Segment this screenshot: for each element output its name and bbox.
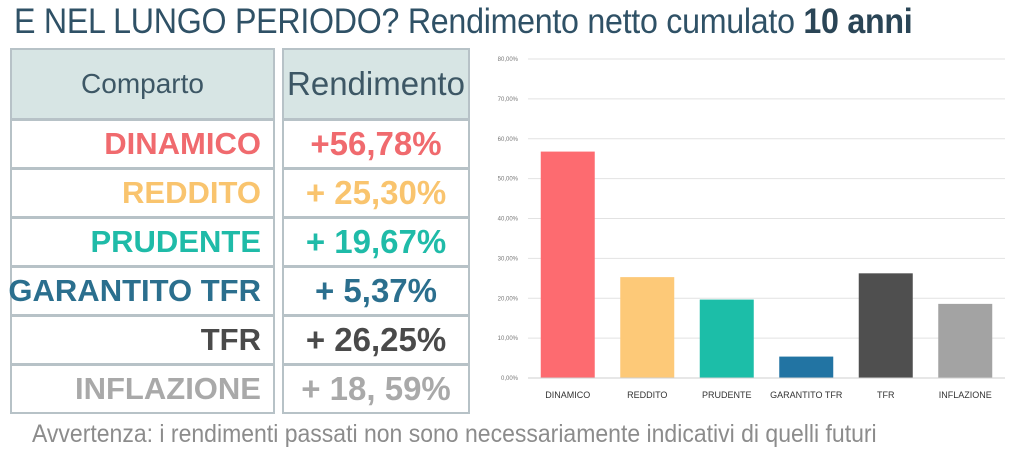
row-value-tfr: + 26,25% [282, 315, 470, 365]
x-tick-label: REDDITO [627, 390, 667, 400]
y-tick-label: 70,00% [498, 97, 519, 103]
title-main: E NEL LUNGO PERIODO? Rendimento netto cu… [14, 2, 804, 41]
bar-dinamico [540, 151, 595, 378]
y-tick-label: 80,00% [498, 57, 519, 63]
y-tick-label: 20,00% [498, 296, 519, 302]
x-tick-label: DINAMICO [545, 390, 590, 400]
bar-inflazione [938, 303, 993, 378]
row-name-prudente: PRUDENTE [10, 217, 275, 267]
bar-garantito-tfr [779, 356, 834, 378]
row-value-reddito: + 25,30% [282, 168, 470, 218]
row-value-inflazione: + 18, 59% [282, 364, 470, 414]
bar-tfr [858, 273, 913, 378]
row-name-dinamico: DINAMICO [10, 119, 275, 169]
row-value-prudente: + 19,67% [282, 217, 470, 267]
row-name-reddito: REDDITO [10, 168, 275, 218]
y-tick-label: 40,00% [498, 217, 519, 223]
x-tick-label: PRUDENTE [702, 390, 752, 400]
page-title: E NEL LUNGO PERIODO? Rendimento netto cu… [14, 2, 913, 42]
y-tick-label: 50,00% [498, 177, 519, 183]
row-value-garantito-tfr: + 5,37% [282, 266, 470, 316]
y-tick-label: 30,00% [498, 256, 519, 262]
row-value-dinamico: +56,78% [282, 119, 470, 169]
bar-chart-svg: 0,00% 10,00% 20,00% 30,00% 40,00% 50,00% 60,00… [498, 57, 1005, 400]
bar-reddito [620, 277, 675, 378]
header-comparto: Comparto [10, 48, 275, 120]
x-tick-label: GARANTITO TFR [770, 390, 843, 400]
y-tick-label: 60,00% [498, 137, 519, 143]
x-tick-label: TFR [877, 390, 895, 400]
title-bold: 10 anni [803, 2, 913, 41]
row-name-tfr: TFR [10, 315, 275, 365]
bar-chart: 0,00% 10,00% 20,00% 30,00% 40,00% 50,00% 60,00… [490, 48, 1010, 403]
row-name-garantito-tfr: GARANTITO TFR [8, 266, 275, 316]
disclaimer-note: Avvertenza: i rendimenti passati non son… [32, 420, 877, 448]
bar-prudente [699, 299, 754, 378]
x-tick-label: INFLAZIONE [939, 390, 992, 400]
y-tick-label: 0,00% [501, 376, 519, 382]
y-tick-label: 10,00% [498, 336, 519, 342]
row-name-inflazione: INFLAZIONE [10, 364, 275, 414]
header-rendimento: Rendimento [282, 48, 470, 120]
